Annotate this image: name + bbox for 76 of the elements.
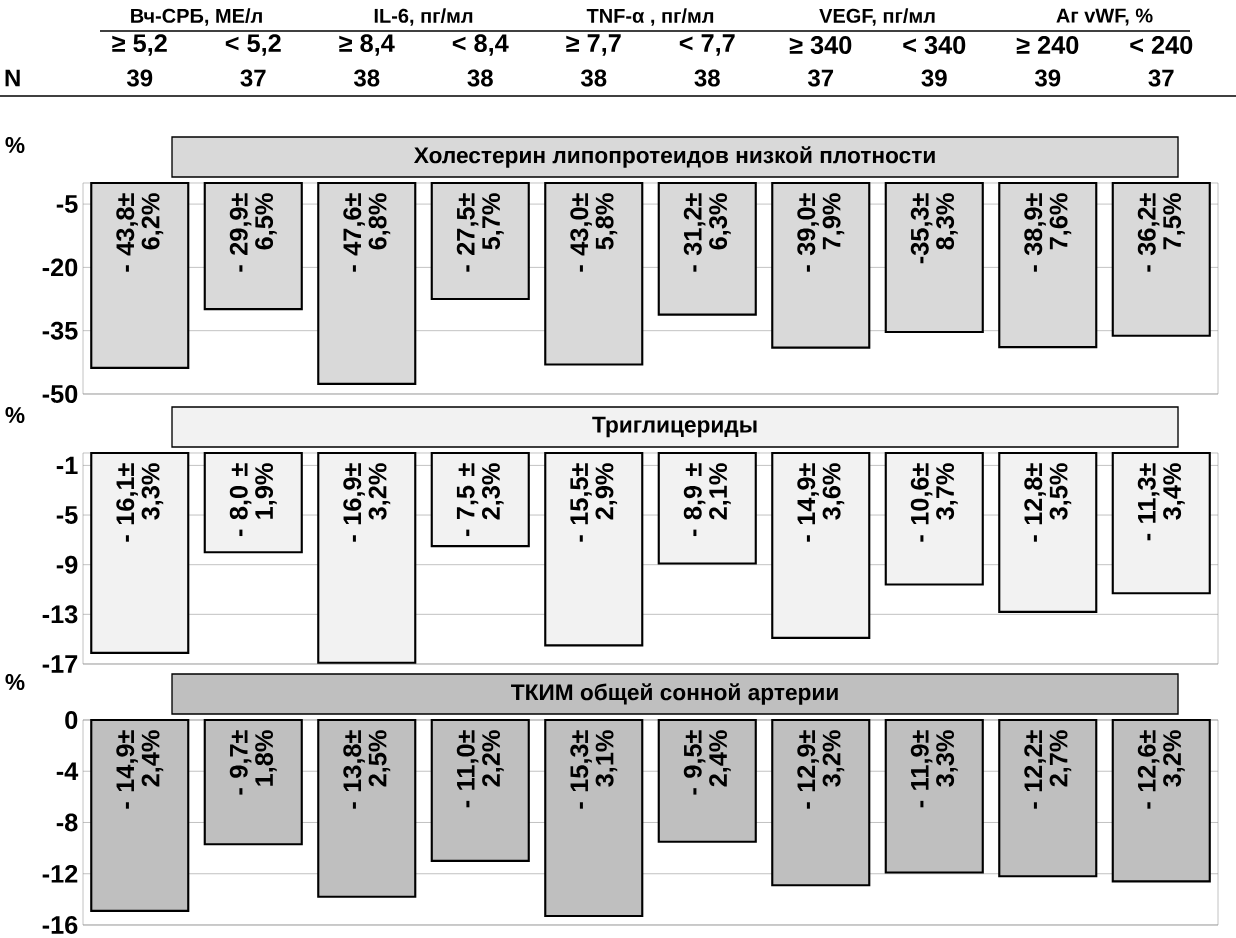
data-label: - 10,6± 3,7% — [910, 463, 958, 542]
y-tick-label: -16 — [42, 916, 78, 934]
data-label: - 15,3± 3,1% — [570, 730, 618, 809]
x-tick-label: ≥ 7,7 — [566, 34, 621, 56]
text: 37 — [1148, 69, 1174, 87]
data-label: - 12,6± 3,2% — [1137, 730, 1185, 809]
text: 39 — [921, 69, 947, 87]
data-label: - 16,9± 3,2% — [343, 463, 391, 542]
data-label: - 43,0± 5,8% — [570, 193, 618, 272]
data-label: - 9,7± 1,8% — [229, 730, 277, 795]
y-tick-label: -1 — [56, 456, 78, 475]
text: 38 — [580, 69, 607, 87]
x-tick-label: ≥ 340 — [789, 36, 852, 54]
data-label: -35,3± 8,3% — [910, 193, 958, 264]
data-label: - 14,9± 3,6% — [797, 463, 845, 542]
text: 38 — [694, 69, 720, 87]
y-tick-label: -50 — [42, 385, 78, 403]
text: 38 — [353, 69, 380, 87]
data-label: - 11,9± 3,3% — [910, 730, 958, 808]
y-axis-title: % — [5, 407, 25, 423]
x-tick-label: ≥ 8,4 — [339, 34, 395, 56]
text: 37 — [240, 69, 266, 87]
data-label: - 47,6± 6,8% — [343, 193, 391, 272]
data-label: - 15,5± 2,9% — [570, 463, 618, 542]
data-label: - 8,9 ± 2,1% — [683, 463, 731, 537]
y-tick-label: -4 — [56, 762, 79, 780]
y-tick-label: -17 — [42, 655, 78, 673]
data-label: - 11,3± 3,4% — [1137, 463, 1185, 541]
data-label: - 29,9± 6,5% — [229, 193, 277, 272]
x-tick-label: < 340 — [903, 36, 966, 54]
y-tick-label: -5 — [56, 195, 78, 213]
data-label: - 31,2± 6,3% — [683, 193, 731, 272]
data-label: - 12,9± 3,2% — [797, 730, 845, 809]
text: TNF-α , пг/мл — [586, 8, 714, 26]
data-label: - 9,5± 2,4% — [683, 730, 731, 795]
text: 37 — [807, 69, 834, 87]
x-tick-label: < 240 — [1130, 36, 1193, 54]
y-tick-label: -5 — [56, 506, 78, 524]
x-tick-label: < 5,2 — [225, 34, 281, 56]
data-label: - 27,5± 5,7% — [456, 193, 504, 272]
x-tick-label: ≥ 240 — [1016, 36, 1079, 54]
chart-title: Холестерин липопротеидов низкой плотности — [413, 146, 935, 168]
y-axis-title: % — [5, 137, 25, 153]
y-tick-label: -12 — [42, 864, 78, 883]
chart-title: Триглицериды — [592, 416, 757, 438]
text: 38 — [467, 69, 493, 87]
text: N — [5, 69, 20, 87]
text: Аг vWF, % — [1056, 8, 1153, 26]
data-label: - 14,9± 2,4% — [116, 730, 164, 809]
data-label: - 43,8± 6,2% — [116, 193, 164, 272]
data-label: - 7,5 ± 2,3% — [456, 463, 504, 537]
data-label: - 36,2± 7,5% — [1137, 193, 1185, 272]
data-label: - 38,9± 7,6% — [1024, 193, 1072, 272]
y-axis-title: % — [5, 674, 25, 690]
data-label: - 13,8± 2,5% — [343, 730, 391, 809]
text: IL-6, пг/мл — [374, 8, 473, 26]
x-tick-label: < 8,4 — [452, 34, 509, 56]
y-tick-label: -35 — [42, 321, 78, 340]
data-label: - 39,0± 7,9% — [797, 193, 845, 272]
x-tick-label: < 7,7 — [679, 34, 735, 56]
chart-title: ТКИМ общей сонной артерии — [511, 683, 838, 705]
text: 39 — [1034, 69, 1061, 87]
y-tick-label: 0 — [65, 711, 78, 729]
y-tick-label: -9 — [56, 555, 78, 574]
data-label: - 12,2± 2,7% — [1024, 730, 1072, 809]
data-label: - 11,0± 2,2% — [456, 730, 504, 808]
y-tick-label: -13 — [42, 605, 78, 624]
data-label: - 12,8± 3,5% — [1024, 463, 1072, 542]
text: Вч-СРБ, МЕ/л — [131, 8, 262, 26]
y-tick-label: -20 — [42, 258, 78, 277]
text: 39 — [126, 69, 153, 87]
data-label: - 16,1± 3,3% — [116, 463, 164, 542]
x-tick-label: ≥ 5,2 — [112, 34, 167, 56]
text: VEGF, пг/мл — [819, 8, 935, 26]
data-label: - 8,0 ± 1,9% — [229, 463, 277, 537]
y-tick-label: -8 — [56, 813, 78, 832]
